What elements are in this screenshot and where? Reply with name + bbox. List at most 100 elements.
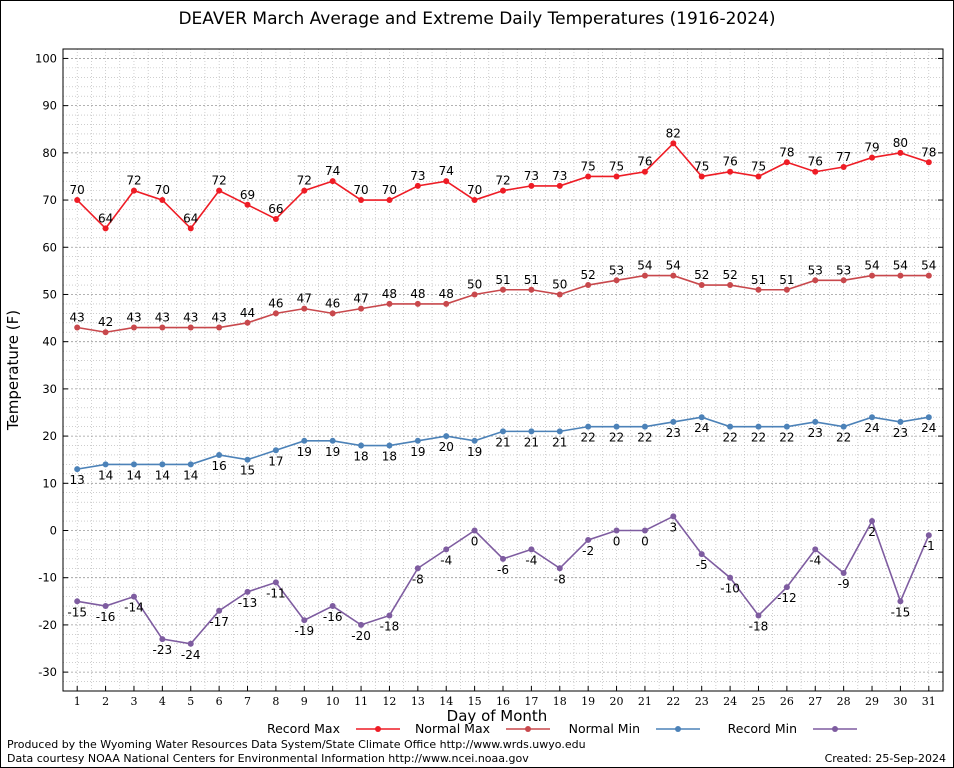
legend-label-record-min: Record Min	[727, 721, 797, 736]
data-label-record-min: -17	[209, 615, 229, 629]
data-point-record-max	[301, 187, 308, 194]
data-point-record-min	[272, 579, 279, 586]
y-tick-label: 50	[42, 287, 57, 301]
data-point-record-min	[755, 612, 762, 619]
data-point-record-max	[528, 182, 535, 189]
data-point-normal-min	[443, 433, 450, 440]
data-label-record-max: 73	[552, 169, 567, 183]
data-point-normal-min	[641, 423, 648, 430]
data-point-normal-max	[74, 324, 81, 331]
y-tick-label: 100	[35, 51, 57, 65]
data-point-normal-min	[613, 423, 620, 430]
data-point-record-max	[755, 173, 762, 180]
data-label-record-min: -14	[124, 601, 144, 615]
x-tick-label: 28	[837, 695, 851, 708]
data-point-record-max	[216, 187, 223, 194]
x-tick-label: 18	[553, 695, 567, 708]
data-label-record-min: -4	[440, 553, 452, 567]
x-tick-label: 10	[326, 695, 340, 708]
data-label-record-max: 80	[893, 136, 908, 150]
data-label-record-min: 3	[670, 520, 678, 534]
data-point-record-min	[386, 612, 393, 619]
legend-label-record-max: Record Max	[266, 721, 340, 736]
data-point-record-min	[727, 574, 734, 581]
data-label-record-max: 72	[211, 174, 226, 188]
data-point-normal-min	[755, 423, 762, 430]
x-tick-label: 22	[666, 695, 680, 708]
data-point-record-min	[500, 555, 506, 562]
data-label-record-max: 72	[495, 174, 510, 188]
data-point-record-max	[471, 197, 478, 204]
data-point-normal-max	[216, 324, 223, 331]
legend-label-normal-min: Normal Min	[568, 721, 640, 736]
data-point-normal-max	[329, 310, 336, 317]
data-label-record-max: 76	[808, 155, 823, 169]
data-point-normal-max	[244, 319, 251, 326]
data-label-normal-max: 44	[240, 306, 255, 320]
data-label-normal-min: 19	[325, 445, 340, 459]
data-point-normal-min	[329, 437, 336, 444]
data-point-record-max	[670, 140, 677, 147]
data-point-normal-max	[386, 300, 393, 307]
data-label-normal-min: 19	[467, 445, 482, 459]
data-label-normal-min: 14	[98, 468, 113, 482]
data-point-normal-min	[386, 442, 393, 449]
data-label-normal-min: 22	[751, 431, 766, 445]
data-label-normal-max: 51	[495, 273, 510, 287]
data-point-record-max	[130, 187, 137, 194]
y-tick-label: 40	[42, 335, 57, 349]
data-point-record-max	[500, 187, 506, 194]
data-label-record-min: -1	[923, 539, 935, 553]
data-point-normal-max	[102, 329, 109, 336]
data-point-record-min	[301, 617, 308, 624]
data-point-record-max	[698, 173, 705, 180]
data-label-normal-max: 52	[722, 268, 737, 282]
data-label-normal-min: 19	[410, 445, 425, 459]
data-label-record-max: 78	[921, 145, 936, 159]
data-label-normal-min: 23	[666, 426, 681, 440]
data-point-record-min	[869, 518, 876, 525]
legend: Record Max Normal Max Normal Min Record …	[0, 721, 954, 739]
data-point-record-min	[925, 532, 932, 539]
data-label-record-min: -19	[294, 624, 314, 638]
data-label-record-min: -4	[809, 553, 821, 567]
data-label-record-max: 72	[297, 174, 312, 188]
data-label-normal-min: 16	[211, 459, 226, 473]
data-label-record-min: -4	[525, 553, 537, 567]
legend-swatch-record-min	[813, 726, 857, 732]
data-point-normal-min	[471, 437, 478, 444]
data-label-record-min: -15	[67, 605, 87, 619]
data-label-normal-max: 50	[467, 277, 482, 291]
data-label-normal-min: 22	[836, 431, 851, 445]
x-tick-label: 29	[865, 695, 879, 708]
x-tick-label: 17	[524, 695, 538, 708]
data-label-normal-max: 50	[552, 277, 567, 291]
legend-swatch-normal-min	[656, 726, 700, 732]
data-point-record-min	[358, 621, 365, 628]
data-point-normal-min	[244, 456, 251, 463]
footer-source-line: Data courtesy NOAA National Centers for …	[7, 752, 529, 765]
data-point-normal-max	[130, 324, 137, 331]
data-label-normal-min: 20	[439, 440, 454, 454]
data-label-normal-max: 53	[808, 263, 823, 277]
data-point-normal-max	[897, 272, 904, 279]
data-label-normal-min: 21	[495, 435, 510, 449]
legend-item-normal-max: Normal Max	[410, 721, 550, 737]
data-label-record-max: 72	[126, 174, 141, 188]
data-label-record-max: 79	[864, 141, 879, 155]
data-label-normal-max: 54	[864, 259, 879, 273]
data-point-record-max	[159, 197, 166, 204]
data-point-normal-min	[783, 423, 790, 430]
data-label-normal-max: 51	[751, 273, 766, 287]
data-label-normal-max: 48	[410, 287, 425, 301]
legend-item-record-min: Record Min	[715, 721, 857, 737]
data-point-record-max	[925, 159, 932, 166]
x-tick-label: 9	[301, 695, 308, 708]
data-label-record-max: 75	[694, 159, 709, 173]
y-tick-label: 90	[42, 99, 57, 113]
data-label-normal-min: 22	[722, 431, 737, 445]
data-point-record-max	[812, 168, 819, 175]
data-label-normal-min: 13	[70, 473, 85, 487]
chart-title: DEAVER March Average and Extreme Daily T…	[178, 9, 776, 29]
data-point-record-min	[556, 565, 563, 572]
